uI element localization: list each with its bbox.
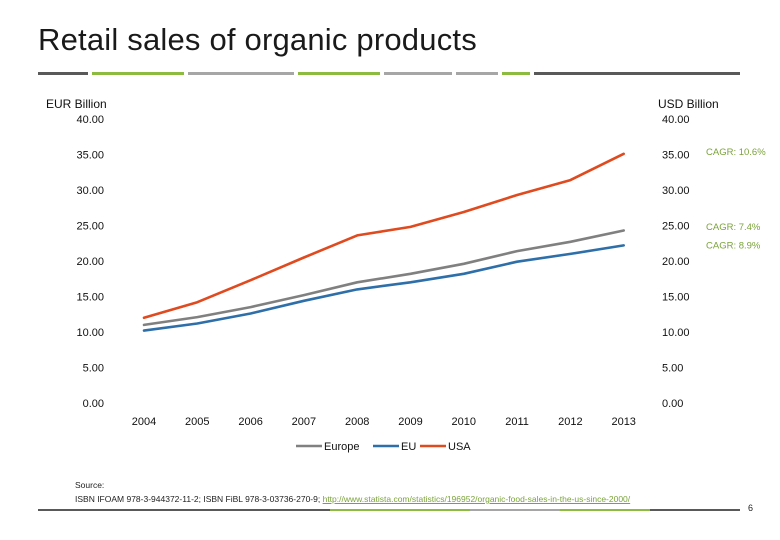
x-tick-label: 2009 bbox=[398, 416, 422, 428]
y-right-tick-label: 20.00 bbox=[662, 256, 690, 268]
footer-divider-segment bbox=[560, 509, 650, 511]
header-divider-segment bbox=[92, 72, 184, 75]
footer-divider-segment bbox=[38, 509, 330, 511]
y-right-tick-label: 0.00 bbox=[662, 398, 683, 410]
header-divider-segment bbox=[502, 72, 530, 75]
source-text: ISBN IFOAM 978-3-944372-11-2; ISBN FiBL … bbox=[75, 494, 321, 504]
x-tick-label: 2013 bbox=[611, 416, 635, 428]
y-left-tick-label: 20.00 bbox=[76, 256, 104, 268]
y-right-ticks: 0.00 5.00 10.00 15.00 20.00 25.00 30.00 35.00 40… bbox=[662, 114, 690, 410]
y-left-unit-label: EUR Billion bbox=[46, 97, 107, 111]
source-label: Source: bbox=[75, 480, 105, 490]
footer-divider-segment bbox=[330, 509, 470, 511]
y-right-tick-label: 35.00 bbox=[662, 150, 690, 162]
x-tick-label: 2012 bbox=[558, 416, 582, 428]
header-divider-segment bbox=[38, 72, 88, 75]
series-line-europe bbox=[142, 229, 626, 327]
chart-legend: Europe EU USA bbox=[296, 441, 471, 453]
x-tick-label: 2011 bbox=[505, 416, 529, 428]
footer-divider-segment bbox=[650, 509, 740, 511]
y-right-tick-label: 5.00 bbox=[662, 363, 683, 375]
series-line-usa bbox=[142, 152, 626, 320]
y-left-ticks: 0.00 5.00 10.00 15.00 20.00 25.00 30.00 35.00 40… bbox=[76, 114, 104, 410]
x-tick-label: 2010 bbox=[452, 416, 476, 428]
y-right-tick-label: 25.00 bbox=[662, 221, 690, 233]
cagr-annotation: CAGR: 8.9% bbox=[706, 241, 761, 252]
cagr-annotation: CAGR: 10.6% bbox=[706, 147, 766, 158]
y-left-tick-label: 15.00 bbox=[76, 292, 104, 304]
y-left-tick-label: 35.00 bbox=[76, 150, 104, 162]
x-tick-label: 2006 bbox=[238, 416, 262, 428]
y-left-tick-label: 30.00 bbox=[76, 185, 104, 197]
page-number: 6 bbox=[748, 503, 754, 513]
cagr-annotation: CAGR: 7.4% bbox=[706, 222, 761, 233]
legend-label-eu: EU bbox=[401, 441, 416, 453]
header-divider-segment bbox=[298, 72, 380, 75]
series-lines bbox=[142, 152, 626, 332]
y-left-tick-label: 0.00 bbox=[83, 398, 104, 410]
y-right-unit-label: USD Billion bbox=[658, 97, 719, 111]
y-right-tick-label: 30.00 bbox=[662, 185, 690, 197]
header-divider-segment bbox=[188, 72, 294, 75]
y-right-tick-label: 15.00 bbox=[662, 292, 690, 304]
y-left-tick-label: 25.00 bbox=[76, 221, 104, 233]
series-line-eu bbox=[142, 244, 626, 332]
header-divider-segment bbox=[456, 72, 498, 75]
legend-label-usa: USA bbox=[448, 441, 471, 453]
y-left-tick-label: 10.00 bbox=[76, 327, 104, 339]
source-line: ISBN IFOAM 978-3-944372-11-2; ISBN FiBL … bbox=[75, 494, 630, 504]
source-link[interactable]: http://www.statista.com/statistics/19695… bbox=[322, 494, 631, 504]
y-left-tick-label: 40.00 bbox=[76, 114, 104, 126]
footer-divider-segment bbox=[470, 509, 560, 511]
y-left-tick-label: 5.00 bbox=[83, 363, 104, 375]
x-tick-label: 2007 bbox=[292, 416, 316, 428]
x-tick-label: 2004 bbox=[132, 416, 156, 428]
header-divider-segment bbox=[384, 72, 452, 75]
cagr-annotations: CAGR: 10.6% CAGR: 7.4% CAGR: 8.9% bbox=[706, 147, 766, 252]
header-divider-segment bbox=[534, 72, 740, 75]
slide-title: Retail sales of organic products bbox=[38, 22, 477, 57]
x-axis: 2004 2005 2006 2007 2008 2009 2010 2011 2012 2013 bbox=[132, 416, 636, 428]
y-right-tick-label: 10.00 bbox=[662, 327, 690, 339]
x-tick-label: 2008 bbox=[345, 416, 369, 428]
y-right-tick-label: 40.00 bbox=[662, 114, 690, 126]
legend-label-europe: Europe bbox=[324, 441, 359, 453]
x-tick-label: 2005 bbox=[185, 416, 209, 428]
